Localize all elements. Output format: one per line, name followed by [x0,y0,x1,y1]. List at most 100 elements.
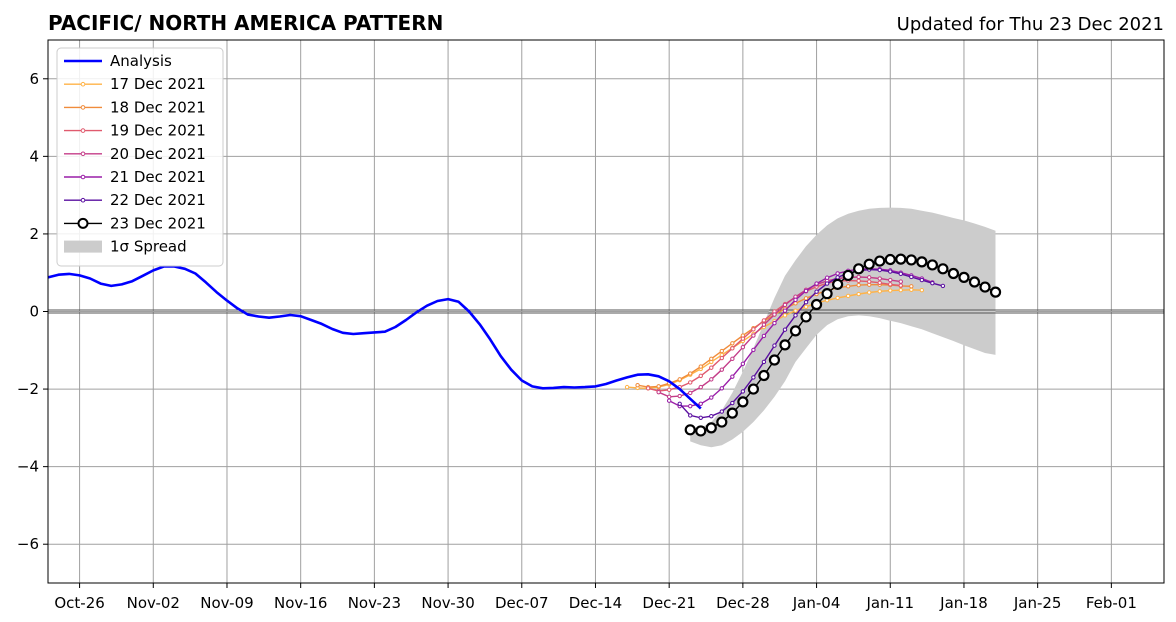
latest-point [989,286,1002,298]
latest-point [853,263,865,275]
forecast-point [782,327,788,332]
forecast-point [898,271,903,277]
forecast-point [719,367,725,372]
latest-point [979,281,991,293]
spread-band [690,207,996,448]
forecast-point [793,313,798,318]
x-tick-label: Dec-07 [495,594,549,612]
forecast-point [730,374,735,379]
y-tick-label: −2 [17,380,39,398]
forecast-point [856,282,861,288]
x-tick-label: Jan-25 [1013,594,1062,612]
latest-point [705,422,717,434]
latest-point [737,396,749,408]
forecast-point [761,333,767,339]
forecast-point [803,299,809,305]
y-tick-label: −6 [17,535,39,553]
legend-label: 1σ Spread [110,238,187,256]
forecast-point [782,302,788,308]
forecast-point [835,295,840,301]
forecast-point [803,288,809,294]
forecast-point [688,413,693,418]
updated-label: Updated for Thu 23 Dec 2021 [897,14,1164,35]
forecast-point [719,409,725,414]
forecast-point [793,308,798,313]
x-tick-label: Nov-23 [348,594,401,612]
forecast-point [751,375,756,380]
latest-point [832,278,844,290]
x-tick-label: Nov-02 [127,594,180,612]
legend-marker [80,151,86,157]
forecast-point [688,390,693,396]
forecast-point [867,290,872,295]
legend-item-f19: 19 Dec 2021 [64,122,206,140]
legend: Analysis 17 Dec 2021 18 Dec 2021 19 Dec 202… [56,47,224,267]
latest-point [884,253,896,266]
forecast-point [782,308,788,313]
latest-point [810,298,823,311]
forecast-point [761,322,767,327]
legend-label: 21 Dec 2021 [110,168,206,186]
forecast-point [909,287,914,292]
latest-point [842,269,854,282]
legend-label: Analysis [110,52,172,70]
latest-point [716,416,728,428]
legend-item-f23: 23 Dec 2021 [64,214,206,232]
forecast-point [698,384,703,390]
legend-label: 20 Dec 2021 [110,145,206,163]
x-tick-label: Jan-18 [939,594,988,612]
legend-box [56,47,224,267]
forecast-point [688,380,693,385]
analysis-path [47,265,702,410]
forecast-point [877,267,882,273]
latest-point [800,311,812,323]
forecast-point [709,377,714,382]
legend-marker [80,128,86,133]
legend-label: 18 Dec 2021 [110,98,206,116]
forecast-point [772,343,777,348]
forecast-point [751,347,756,353]
forecast-point [835,275,840,280]
latest-point [916,256,928,268]
forecast-point [709,414,714,419]
x-tick-label: Feb-01 [1086,594,1137,612]
forecast-point [803,296,809,301]
x-tick-label: Dec-14 [569,594,623,612]
forecast-point [698,415,703,420]
forecast-point [740,389,746,394]
forecast-point [845,293,851,299]
legend-label: 22 Dec 2021 [110,191,206,209]
y-tick-label: 6 [29,70,39,88]
latest-point [895,253,907,265]
y-tick-label: −4 [17,458,39,476]
forecast-point [709,356,714,362]
forecast-point [719,355,725,361]
forecast-point [824,275,830,280]
latest-point [789,325,802,337]
analysis-line [47,265,702,410]
forecast-point [645,386,651,391]
forecast-point [793,301,798,306]
x-tick-label: Jan-04 [792,594,841,612]
forecast-point [677,393,682,399]
y-tick-label: 4 [29,147,39,165]
forecast-point [888,269,893,274]
forecast-point [730,346,735,351]
forecast-point [856,274,861,280]
legend-marker [80,197,86,203]
x-tick-label: Dec-28 [716,594,770,612]
forecast-point [624,384,630,390]
y-tick-label: 2 [29,225,39,243]
latest-point [684,424,696,436]
forecast-point [761,359,767,365]
latest-point [905,254,917,266]
forecast-point [730,400,735,406]
forecast-point [898,279,903,284]
forecast-point [719,386,725,391]
latest-point [937,263,949,275]
latest-point [968,276,981,288]
latest-point [947,267,960,280]
latest-point [758,369,770,382]
legend-marker [80,174,86,180]
